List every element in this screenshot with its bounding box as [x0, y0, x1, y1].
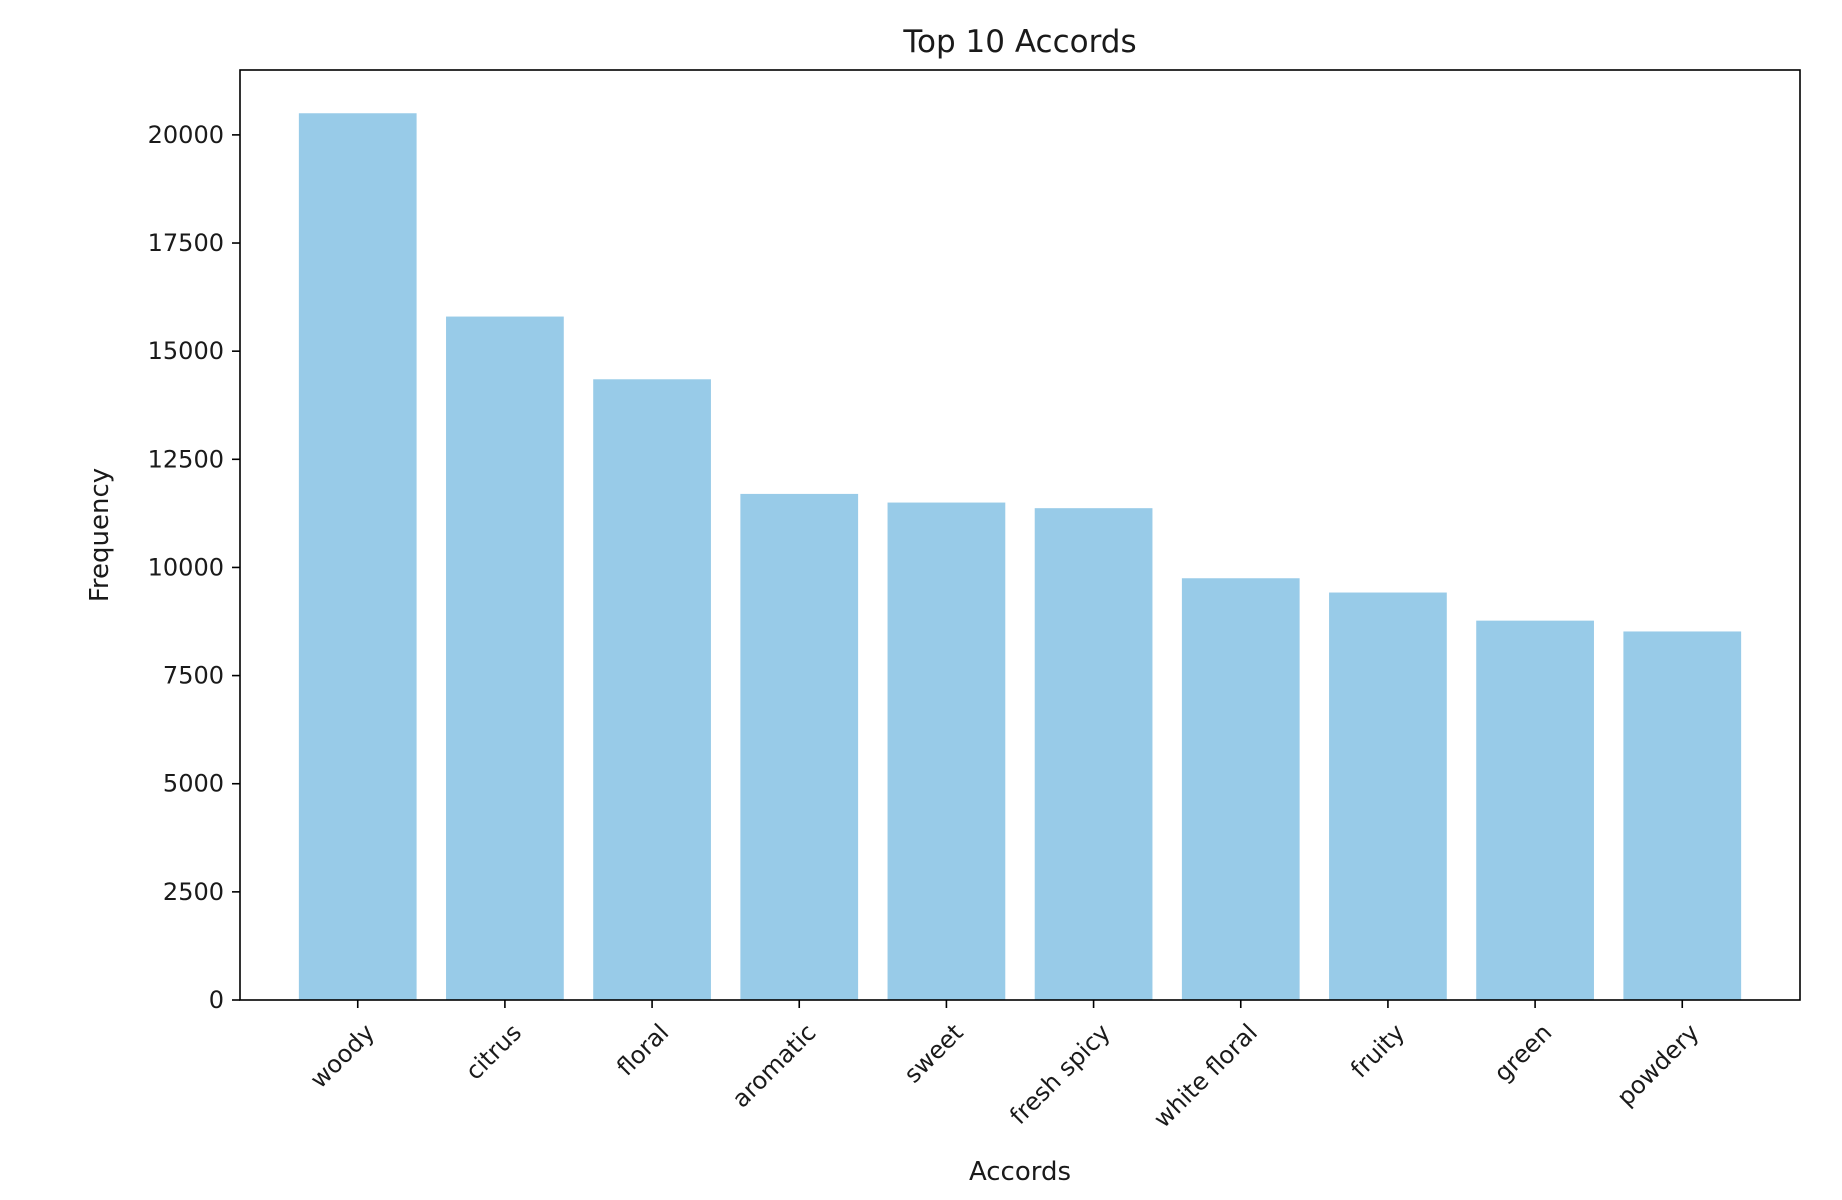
bar-powdery — [1623, 631, 1742, 1000]
y-tick-label: 0 — [209, 986, 224, 1014]
y-tick-label: 15000 — [148, 337, 224, 365]
bar-citrus — [446, 316, 564, 1001]
bar-green — [1476, 620, 1594, 1000]
bar-aromatic — [740, 493, 859, 1000]
y-tick-label: 12500 — [148, 445, 224, 473]
bar-floral — [593, 379, 711, 1001]
y-axis: 0 2500 5000 7500 10000 12500 15000 17500 20000 — [148, 121, 240, 1014]
plot-frame — [239, 69, 1801, 1001]
y-tick-label: 5000 — [163, 770, 224, 798]
bar-fresh-spicy — [1034, 508, 1153, 1000]
bars-group — [298, 113, 1742, 1001]
bar-woody — [298, 113, 417, 1001]
y-tick-label: 10000 — [148, 553, 224, 581]
y-tick-label: 17500 — [148, 229, 224, 257]
y-tick-label: 2500 — [163, 878, 224, 906]
chart-title: Top 10 Accords — [902, 24, 1136, 60]
x-axis-label: Accords — [969, 1157, 1071, 1187]
y-tick-label: 7500 — [163, 662, 224, 690]
y-tick-label: 20000 — [148, 121, 224, 149]
bar-sweet — [887, 502, 1006, 1000]
bar-fruity — [1329, 592, 1447, 1000]
bar-white-floral — [1181, 578, 1300, 1000]
y-axis-label: Frequency — [85, 468, 115, 602]
